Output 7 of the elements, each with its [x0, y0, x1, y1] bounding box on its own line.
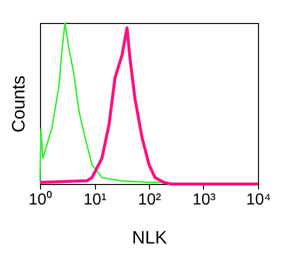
x-tick-label: 10⁴	[246, 192, 271, 208]
x-tick-label: 10⁰	[28, 190, 52, 208]
x-axis-title: NLK	[132, 228, 168, 248]
x-tick-label: 10²	[138, 192, 162, 208]
y-axis-title: Counts	[8, 75, 28, 133]
x-tick-label: 10³	[192, 192, 216, 208]
x-tick-label: 10¹	[83, 192, 107, 208]
